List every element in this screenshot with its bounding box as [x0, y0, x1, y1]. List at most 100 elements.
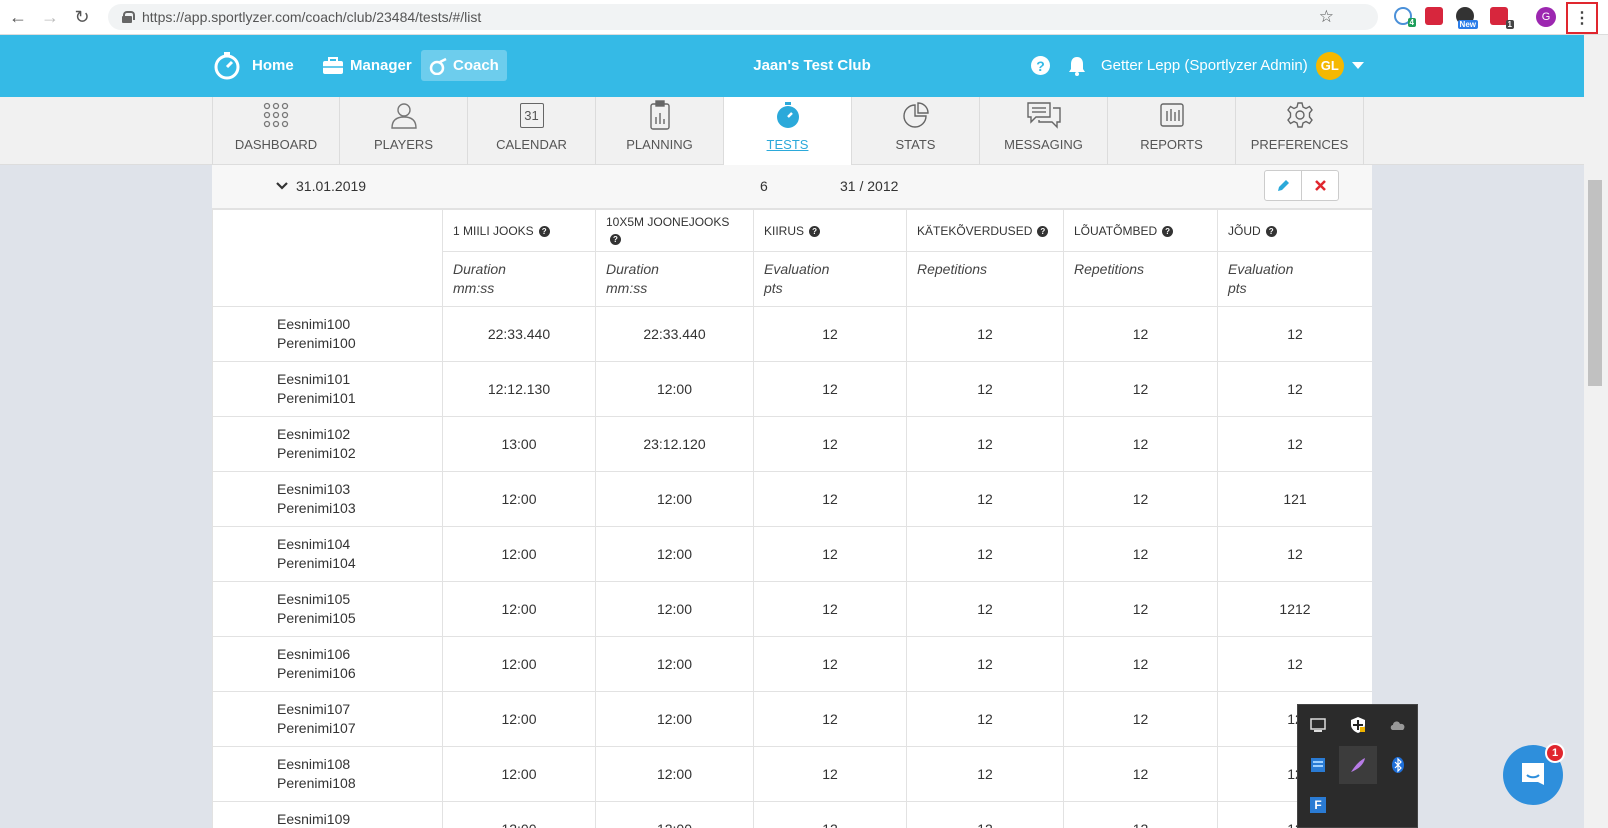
bookmark-star-icon[interactable]: ☆ — [1318, 7, 1334, 26]
tab-planning[interactable]: PLANNING — [596, 97, 724, 165]
scrollbar-thumb[interactable] — [1588, 180, 1602, 386]
player-name[interactable]: Eesnimi106 Perenimi106 — [212, 636, 443, 692]
result-cell[interactable]: 121 — [1217, 471, 1372, 527]
result-cell[interactable]: 12 — [1063, 691, 1218, 747]
result-cell[interactable]: 12:00 — [595, 691, 754, 747]
result-cell[interactable]: 23:12.120 — [595, 416, 754, 472]
tab-players[interactable]: PLAYERS — [340, 97, 468, 165]
result-cell[interactable]: 12:00 — [595, 801, 754, 828]
table-row[interactable]: Eesnimi108 Perenimi108 12:00 12:00 12 12 12 12 — [212, 746, 1372, 802]
result-cell[interactable]: 12 — [753, 581, 907, 637]
column-header[interactable]: 10X5M JOONEJOOKS? — [595, 209, 754, 252]
app-f-icon[interactable]: F — [1299, 786, 1337, 824]
tab-preferences[interactable]: PREFERENCES — [1236, 97, 1364, 165]
result-cell[interactable]: 12:00 — [595, 526, 754, 582]
bluetooth-icon[interactable] — [1379, 746, 1417, 784]
result-cell[interactable]: 12 — [753, 801, 907, 828]
profile-avatar[interactable]: G — [1536, 7, 1556, 27]
help-icon[interactable]: ? — [538, 225, 550, 237]
result-cell[interactable]: 12 — [753, 636, 907, 692]
table-row[interactable]: Eesnimi102 Perenimi102 13:00 23:12.120 12 12 1… — [212, 416, 1372, 472]
player-name[interactable]: Eesnimi109Perenimi109 — [212, 801, 443, 828]
user-menu[interactable]: Getter Lepp (Sportlyzer Admin) GL — [1101, 50, 1364, 81]
result-cell[interactable]: 12:00 — [595, 746, 754, 802]
table-row[interactable]: Eesnimi107 Perenimi107 12:00 12:00 12 12 12 12 — [212, 691, 1372, 747]
result-cell[interactable]: 1212 — [1217, 581, 1372, 637]
result-cell[interactable]: 12 — [906, 746, 1064, 802]
result-cell[interactable]: 12:00 — [442, 471, 596, 527]
manager-link[interactable]: Manager — [322, 50, 412, 81]
extension-icon[interactable]: New — [1456, 7, 1478, 29]
result-cell[interactable]: 12 — [1217, 416, 1372, 472]
result-cell[interactable]: 12:12.130 — [442, 361, 596, 417]
tab-messaging[interactable]: MESSAGING — [980, 97, 1108, 165]
result-cell[interactable]: 12 — [753, 306, 907, 362]
result-cell[interactable]: 13:00 — [442, 416, 596, 472]
result-cell[interactable]: 22:33.440 — [442, 306, 596, 362]
column-header[interactable]: JÕUD? — [1217, 209, 1372, 252]
column-header[interactable]: 1 MIILI JOOKS? — [442, 209, 596, 252]
result-cell[interactable]: 12 — [1063, 581, 1218, 637]
result-cell[interactable]: 12:00 — [442, 691, 596, 747]
column-header[interactable]: LÕUATÕMBED? — [1063, 209, 1218, 252]
club-name[interactable]: Jaan's Test Club — [753, 57, 871, 74]
result-cell[interactable]: 12 — [906, 691, 1064, 747]
result-cell[interactable]: 12 — [753, 746, 907, 802]
tab-calendar[interactable]: 31 CALENDAR — [468, 97, 596, 165]
result-cell[interactable]: 12 — [906, 306, 1064, 362]
player-name[interactable]: Eesnimi100 Perenimi100 — [212, 306, 443, 362]
extension-icon[interactable]: 1 — [1490, 7, 1514, 29]
table-row[interactable]: Eesnimi103 Perenimi103 12:00 12:00 12 12 12 121 — [212, 471, 1372, 527]
result-cell[interactable]: 12 — [753, 416, 907, 472]
result-cell[interactable]: 12 — [753, 471, 907, 527]
test-group-header[interactable]: 31.01.2019 6 31 / 2012 — [212, 165, 1372, 209]
extension-icon[interactable] — [1425, 7, 1443, 25]
result-cell[interactable]: 12 — [906, 416, 1064, 472]
result-cell[interactable]: 22:33.440 — [595, 306, 754, 362]
player-name[interactable]: Eesnimi108 Perenimi108 — [212, 746, 443, 802]
result-cell[interactable]: 12 — [1217, 526, 1372, 582]
result-cell[interactable]: 12:00 — [595, 471, 754, 527]
result-cell[interactable]: 12 — [1063, 471, 1218, 527]
feather-icon[interactable] — [1339, 746, 1377, 784]
delete-button[interactable] — [1301, 170, 1339, 201]
table-row[interactable]: Eesnimi105 Perenimi105 12:00 12:00 12 12 12 121… — [212, 581, 1372, 637]
result-cell[interactable]: 12 — [906, 801, 1064, 828]
result-cell[interactable]: 12:00 — [595, 636, 754, 692]
forward-icon[interactable]: → — [41, 6, 59, 27]
result-cell[interactable]: 12 — [753, 526, 907, 582]
table-row[interactable]: Eesnimi104 Perenimi104 12:00 12:00 12 12 12 12 — [212, 526, 1372, 582]
result-cell[interactable]: 12 — [753, 361, 907, 417]
back-icon[interactable]: ← — [9, 6, 27, 27]
column-header[interactable]: KIIRUS? — [753, 209, 907, 252]
result-cell[interactable]: 12:00 — [595, 361, 754, 417]
result-cell[interactable]: 12 — [1063, 801, 1218, 828]
table-row[interactable]: Eesnimi100 Perenimi100 22:33.440 22:33.440 1… — [212, 306, 1372, 362]
result-cell[interactable]: 12:00 — [442, 746, 596, 802]
help-icon[interactable]: ? — [1265, 225, 1277, 237]
result-cell[interactable]: 12:00 — [442, 581, 596, 637]
home-link[interactable]: Home — [212, 50, 294, 81]
tab-stats[interactable]: STATS — [852, 97, 980, 165]
help-icon[interactable]: ? — [809, 225, 821, 237]
result-cell[interactable]: 12 — [1063, 636, 1218, 692]
result-cell[interactable]: 12 — [1217, 361, 1372, 417]
help-button[interactable]: ? — [1031, 50, 1050, 81]
result-cell[interactable]: 12 — [1217, 636, 1372, 692]
result-cell[interactable]: 12:00 — [442, 526, 596, 582]
player-name[interactable]: Eesnimi103 Perenimi103 — [212, 471, 443, 527]
result-cell[interactable]: 12 — [1063, 306, 1218, 362]
result-cell[interactable]: 12 — [906, 636, 1064, 692]
display-icon[interactable] — [1299, 746, 1337, 784]
help-icon[interactable]: ? — [610, 233, 621, 245]
result-cell[interactable]: 12 — [1063, 416, 1218, 472]
result-cell[interactable]: 12 — [1063, 526, 1218, 582]
result-cell[interactable]: 12 — [906, 471, 1064, 527]
device-icon[interactable] — [1299, 706, 1337, 744]
result-cell[interactable]: 12 — [1063, 746, 1218, 802]
column-header[interactable]: KÄTEKÕVERDUSED? — [906, 209, 1064, 252]
scrollbar[interactable] — [1584, 35, 1608, 828]
chevron-down-icon[interactable] — [276, 178, 288, 194]
table-row[interactable]: Eesnimi101 Perenimi101 12:12.130 12:00 12 12 1… — [212, 361, 1372, 417]
help-icon[interactable]: ? — [1037, 225, 1049, 237]
